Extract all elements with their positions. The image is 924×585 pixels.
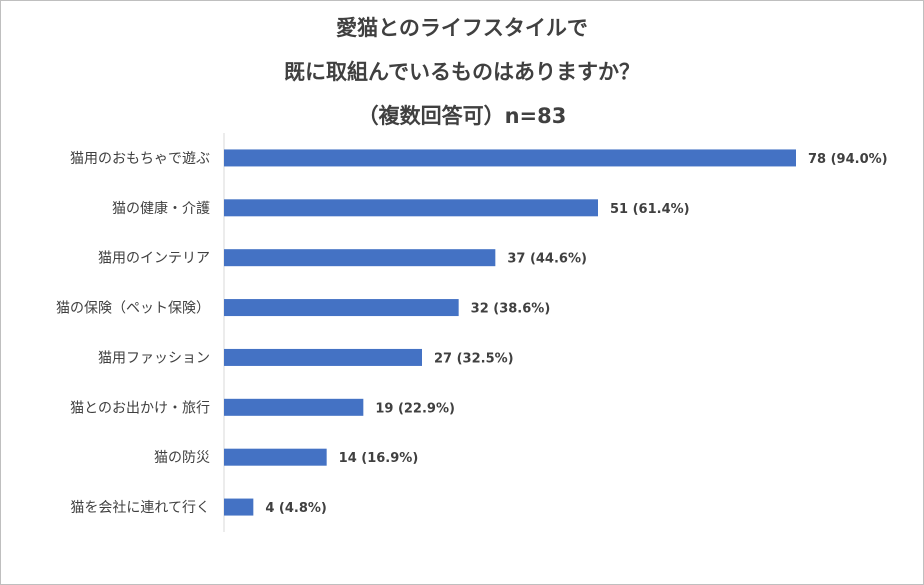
- bar: [224, 398, 364, 416]
- bar: [224, 348, 422, 366]
- bar: [224, 448, 327, 466]
- chart-title-line-2: 既に取組んでいるものはありますか？: [284, 60, 640, 84]
- value-label: 51 (61.4%): [610, 202, 690, 217]
- category-label: 猫用のおもちゃで遊ぶ: [70, 151, 210, 167]
- chart-marks: 猫用のおもちゃで遊ぶ 78 (94.0%) 猫の健康・介護 51 (61.4%) 猫用の…: [56, 149, 888, 516]
- category-label: 猫用のインテリア: [98, 251, 210, 267]
- value-label: 4 (4.8%): [265, 501, 327, 516]
- chart-title: 愛猫とのライフスタイルで 既に取組んでいるものはありますか？ （複数回答可）n=…: [0, 6, 924, 138]
- chart-title-line-3: （複数回答可）n=83: [357, 104, 567, 128]
- category-label: 猫の防災: [154, 450, 210, 466]
- bar: [224, 498, 254, 516]
- category-label: 猫を会社に連れて行く: [70, 500, 210, 516]
- category-label: 猫の健康・介護: [112, 200, 210, 217]
- bar: [224, 299, 459, 317]
- value-label: 14 (16.9%): [339, 451, 419, 466]
- category-label: 猫用ファッション: [98, 350, 210, 366]
- value-label: 78 (94.0%): [808, 152, 888, 167]
- value-label: 19 (22.9%): [375, 401, 455, 416]
- bar: [224, 199, 598, 217]
- value-label: 27 (32.5%): [434, 351, 514, 366]
- value-label: 32 (38.6%): [471, 302, 551, 317]
- bar: [224, 249, 496, 267]
- category-label: 猫とのお出かけ・旅行: [70, 400, 210, 416]
- chart-title-line-1: 愛猫とのライフスタイルで: [336, 16, 588, 40]
- bar: [224, 149, 796, 167]
- category-label: 猫の保険（ペット保険）: [56, 301, 210, 317]
- value-label: 37 (44.6%): [507, 252, 587, 267]
